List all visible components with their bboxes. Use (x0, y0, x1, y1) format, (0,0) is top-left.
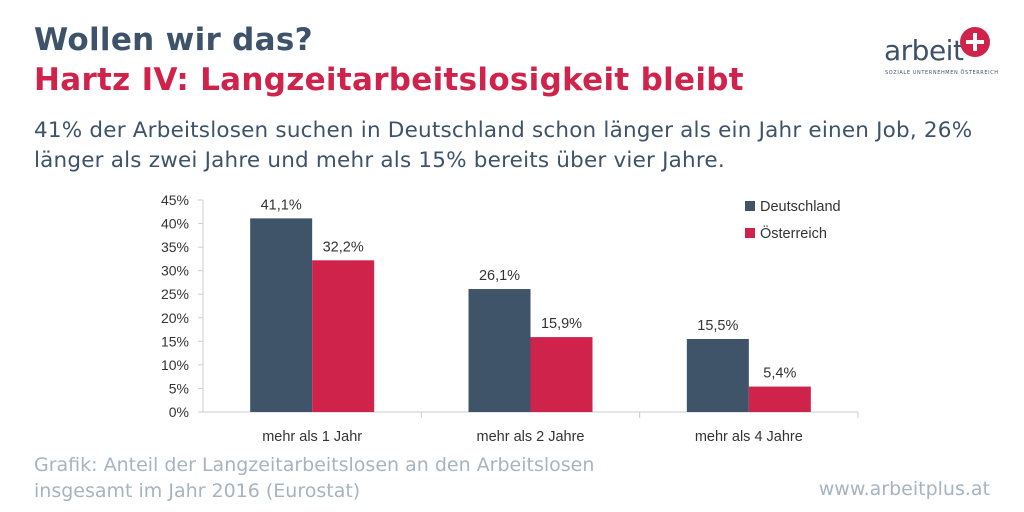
y-tick-label: 45% (161, 192, 189, 208)
legend-label: Österreich (760, 224, 827, 242)
y-tick-label: 20% (161, 310, 189, 326)
data-label: 26,1% (479, 268, 520, 284)
logo-tagline: SOZIALE UNTERNEHMEN ÖSTERREICH (885, 70, 999, 76)
y-tick-label: 40% (161, 216, 189, 232)
page-headline: Hartz IV: Langzeitarbeitslosigkeit bleib… (34, 62, 744, 98)
bar-oesterreich (748, 386, 811, 412)
bar-deutschland (468, 289, 531, 412)
bar-chart: 0% 5% 10% 15% 20% 25% 30% 35% 40% 45% mehr als 1 J… (161, 192, 859, 445)
logo-word: arbeit (884, 34, 964, 67)
bar-oesterreich (530, 337, 593, 412)
y-tick-label: 25% (161, 286, 189, 302)
data-label: 32,2% (323, 239, 364, 255)
website-link[interactable]: www.arbeitplus.at (818, 478, 990, 500)
plus-icon (960, 27, 990, 57)
page-title: Wollen wir das? (34, 22, 313, 58)
arbeitplus-logo: arbeit SOZIALE UNTERNEHMEN ÖSTERREICH (884, 26, 999, 86)
bar-deutschland (250, 218, 313, 412)
y-tick-label: 10% (161, 357, 189, 373)
legend-label: Deutschland (760, 199, 841, 215)
data-label: 41,1% (261, 197, 302, 213)
intro-text: 41% der Arbeitslosen suchen in Deutschla… (34, 118, 973, 173)
source-note-line-1: Grafik: Anteil der Langzeitarbeitslosen … (34, 454, 595, 476)
bar-deutschland (686, 338, 749, 412)
data-label: 5,4% (763, 366, 796, 382)
y-tick-label: 5% (169, 380, 189, 396)
y-tick-label: 15% (161, 333, 189, 349)
legend-swatch (745, 228, 755, 238)
data-label: 15,9% (541, 316, 582, 332)
bar-oesterreich (312, 260, 375, 412)
x-category-label: mehr als 2 Jahre (477, 429, 585, 445)
y-tick-label: 30% (161, 263, 189, 279)
x-category-label: mehr als 4 Jahre (695, 429, 803, 445)
data-label: 15,5% (697, 318, 738, 334)
y-tick-label: 35% (161, 239, 189, 255)
legend-swatch (745, 201, 755, 211)
y-tick-label: 0% (169, 404, 189, 420)
source-note: Grafik: Anteil der Langzeitarbeitslosen … (34, 452, 594, 504)
x-category-label: mehr als 1 Jahr (262, 429, 362, 445)
source-note-line-2: insgesamt im Jahr 2016 (Eurostat) (34, 480, 361, 502)
